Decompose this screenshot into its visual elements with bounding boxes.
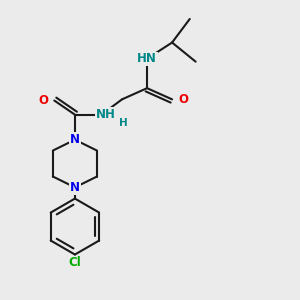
Text: NH: NH	[96, 108, 116, 121]
Text: Cl: Cl	[68, 256, 81, 269]
Text: H: H	[119, 118, 128, 128]
Text: O: O	[179, 93, 189, 106]
Text: N: N	[70, 181, 80, 194]
Text: N: N	[70, 133, 80, 146]
Text: HN: HN	[137, 52, 157, 65]
Text: O: O	[38, 94, 48, 107]
